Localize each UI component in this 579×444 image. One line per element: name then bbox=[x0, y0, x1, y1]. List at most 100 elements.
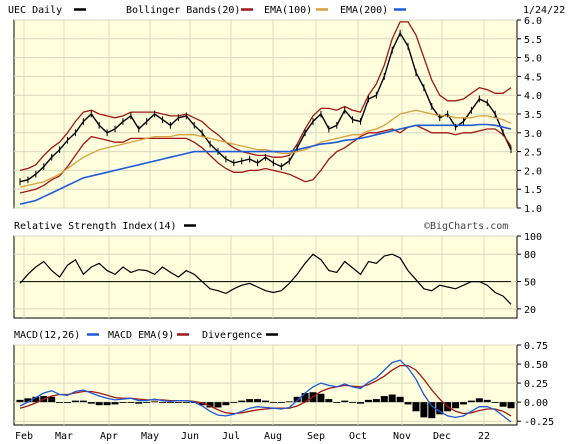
legend-macd: MACD(12,26) bbox=[14, 330, 80, 341]
divergence-bar bbox=[32, 396, 40, 403]
x-tick-label: Jul bbox=[222, 431, 240, 442]
divergence-bar bbox=[357, 402, 365, 404]
divergence-bar bbox=[87, 402, 95, 404]
divergence-bar bbox=[467, 400, 475, 403]
y-tick-label: 4.0 bbox=[524, 91, 542, 102]
legend-bollinger: Bollinger Bands(20) bbox=[126, 5, 240, 16]
divergence-bar bbox=[254, 399, 262, 403]
ema100-line bbox=[19, 109, 512, 188]
price-gridlines bbox=[14, 19, 517, 209]
divergence-bar bbox=[349, 402, 357, 403]
y-tick-label: 1.5 bbox=[524, 185, 542, 196]
y-tick-label: -0.25 bbox=[524, 417, 554, 428]
credit-text: ©BigCharts.com bbox=[424, 221, 508, 232]
y-tick-label: 5.5 bbox=[524, 35, 542, 46]
y-tick-label: 3.0 bbox=[524, 129, 542, 140]
price-y-axis: 1.0 1.5 2.0 2.5 3.0 3.5 4.0 4.5 5.0 5.5 6.0 bbox=[517, 16, 542, 215]
divergence-bar bbox=[24, 398, 32, 403]
y-tick-label: 20 bbox=[524, 305, 536, 316]
divergence-bar bbox=[380, 396, 388, 403]
divergence-bar bbox=[507, 402, 515, 409]
macd-ema-line bbox=[19, 364, 512, 417]
divergence-bar bbox=[301, 393, 309, 403]
legend-date: 1/24/22 bbox=[523, 5, 565, 16]
x-tick-label: Dec bbox=[433, 431, 451, 442]
price-panel: 1.0 1.5 2.0 2.5 3.0 3.5 4.0 4.5 5.0 5.5 6.0 bbox=[13, 16, 542, 215]
y-tick-label: 0.50 bbox=[524, 360, 548, 371]
price-series-group bbox=[19, 21, 512, 205]
divergence-bar bbox=[143, 402, 151, 403]
y-tick-label: 2.5 bbox=[524, 148, 542, 159]
rsi-panel: 20 50 80 100 bbox=[13, 232, 542, 319]
x-tick-label: Feb bbox=[15, 431, 33, 442]
y-tick-label: 50 bbox=[524, 278, 536, 289]
divergence-bar bbox=[166, 402, 174, 403]
divergence-bar bbox=[95, 402, 103, 406]
macd-series-group bbox=[16, 359, 515, 423]
divergence-bar bbox=[159, 402, 167, 403]
divergence-bar bbox=[16, 399, 24, 403]
y-tick-label: 1.0 bbox=[524, 204, 542, 215]
macd-line bbox=[19, 359, 512, 423]
y-tick-label: 80 bbox=[524, 250, 536, 261]
y-tick-label: 0.00 bbox=[524, 398, 548, 409]
divergence-bar bbox=[135, 402, 143, 404]
x-tick-label: Apr bbox=[100, 431, 118, 442]
divergence-bar bbox=[48, 396, 56, 403]
divergence-bar bbox=[396, 396, 404, 403]
x-axis-labels: Feb Mar Apr May Jun Jul Aug Sep Oct Nov Dec 22 bbox=[15, 431, 490, 442]
divergence-bar bbox=[364, 399, 372, 403]
y-tick-label: 5.0 bbox=[524, 54, 542, 65]
rsi-legend: Relative Strength Index(14) ©BigCharts.c… bbox=[14, 221, 508, 232]
legend-ema200: EMA(200) bbox=[340, 5, 388, 16]
divergence-bar bbox=[388, 394, 396, 403]
divergence-bar bbox=[222, 402, 230, 406]
divergence-bar bbox=[293, 396, 301, 403]
legend-macd-ema: MACD EMA(9) bbox=[108, 330, 174, 341]
x-tick-label: Mar bbox=[55, 431, 73, 442]
x-tick-label: Oct bbox=[349, 431, 367, 442]
divergence-bar bbox=[285, 401, 293, 403]
rsi-y-axis: 20 50 80 100 bbox=[517, 232, 542, 316]
divergence-bar bbox=[64, 402, 72, 403]
divergence-bar bbox=[103, 402, 111, 406]
divergence-bar bbox=[333, 402, 341, 403]
divergence-bar bbox=[325, 399, 333, 403]
y-tick-label: 3.5 bbox=[524, 110, 542, 121]
divergence-bar bbox=[483, 399, 491, 403]
divergence-bar bbox=[436, 402, 444, 415]
divergence-bar bbox=[317, 393, 325, 403]
divergence-bar bbox=[491, 402, 499, 403]
y-tick-label: 0.25 bbox=[524, 379, 548, 390]
divergence-bar bbox=[238, 400, 246, 403]
x-tick-label: Aug bbox=[264, 431, 282, 442]
y-tick-label: 100 bbox=[524, 232, 542, 243]
divergence-bar bbox=[119, 402, 127, 403]
divergence-bar bbox=[269, 402, 277, 403]
x-tick-label: Nov bbox=[393, 431, 411, 442]
divergence-bar bbox=[475, 398, 483, 403]
macd-y-axis: -0.25 0.00 0.25 0.50 0.75 bbox=[517, 341, 554, 428]
divergence-bar bbox=[151, 401, 159, 403]
macd-panel: -0.25 0.00 0.25 0.50 0.75 bbox=[13, 341, 554, 428]
y-tick-label: 6.0 bbox=[524, 16, 542, 27]
divergence-bar bbox=[341, 400, 349, 403]
ema200-line bbox=[19, 123, 512, 205]
divergence-bar bbox=[230, 402, 238, 403]
divergence-bar bbox=[174, 402, 182, 403]
divergence-bar bbox=[182, 402, 190, 403]
divergence-bar bbox=[428, 402, 436, 419]
y-tick-label: 0.75 bbox=[524, 341, 548, 352]
legend-ticker: UEC Daily bbox=[8, 5, 62, 16]
y-tick-label: 2.0 bbox=[524, 166, 542, 177]
divergence-bar bbox=[452, 402, 460, 409]
macd-legend: MACD(12,26) MACD EMA(9) Divergence bbox=[14, 330, 278, 341]
x-tick-label: Jun bbox=[181, 431, 199, 442]
rsi-panel-bg bbox=[13, 235, 518, 319]
x-tick-label: Sep bbox=[307, 431, 325, 442]
divergence-bar bbox=[71, 400, 79, 403]
divergence-bar bbox=[277, 402, 285, 403]
legend-rsi: Relative Strength Index(14) bbox=[14, 221, 177, 232]
divergence-bar bbox=[262, 400, 269, 403]
